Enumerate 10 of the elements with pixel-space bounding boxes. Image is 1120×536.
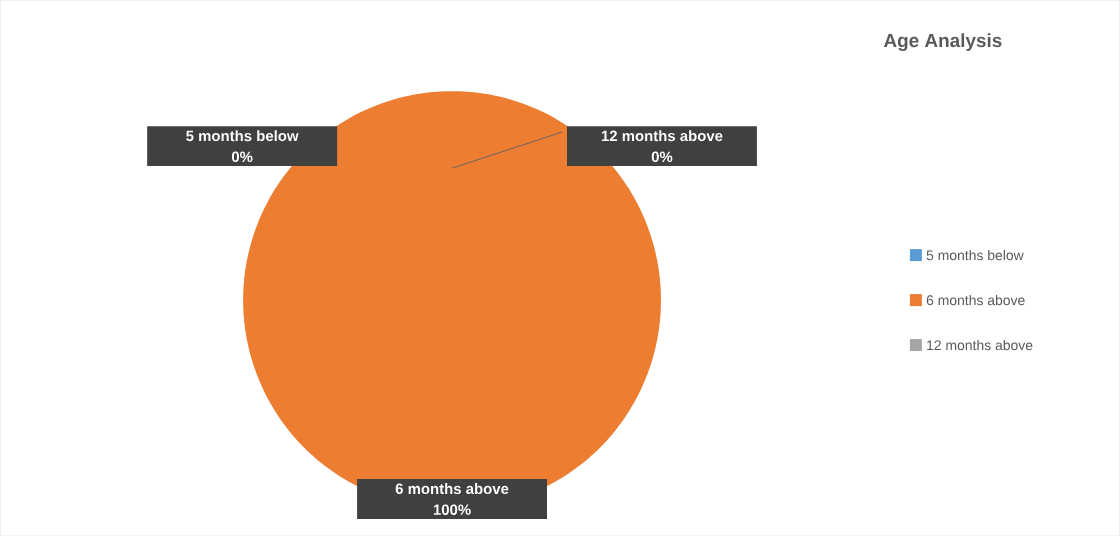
- legend-label: 6 months above: [926, 294, 1025, 306]
- text: 0%: [231, 151, 253, 162]
- legend-label: 5 months below: [926, 249, 1024, 261]
- category-label: 5 months below: [186, 130, 299, 142]
- data-label: 100%: [433, 504, 471, 515]
- chart-title: Age Analysis: [883, 33, 1002, 51]
- text: 0%: [651, 151, 673, 162]
- category-label: 12 months above: [601, 130, 723, 142]
- slice-label: 6 months above: [395, 482, 509, 494]
- legend-label: 12 months above: [927, 339, 1033, 351]
